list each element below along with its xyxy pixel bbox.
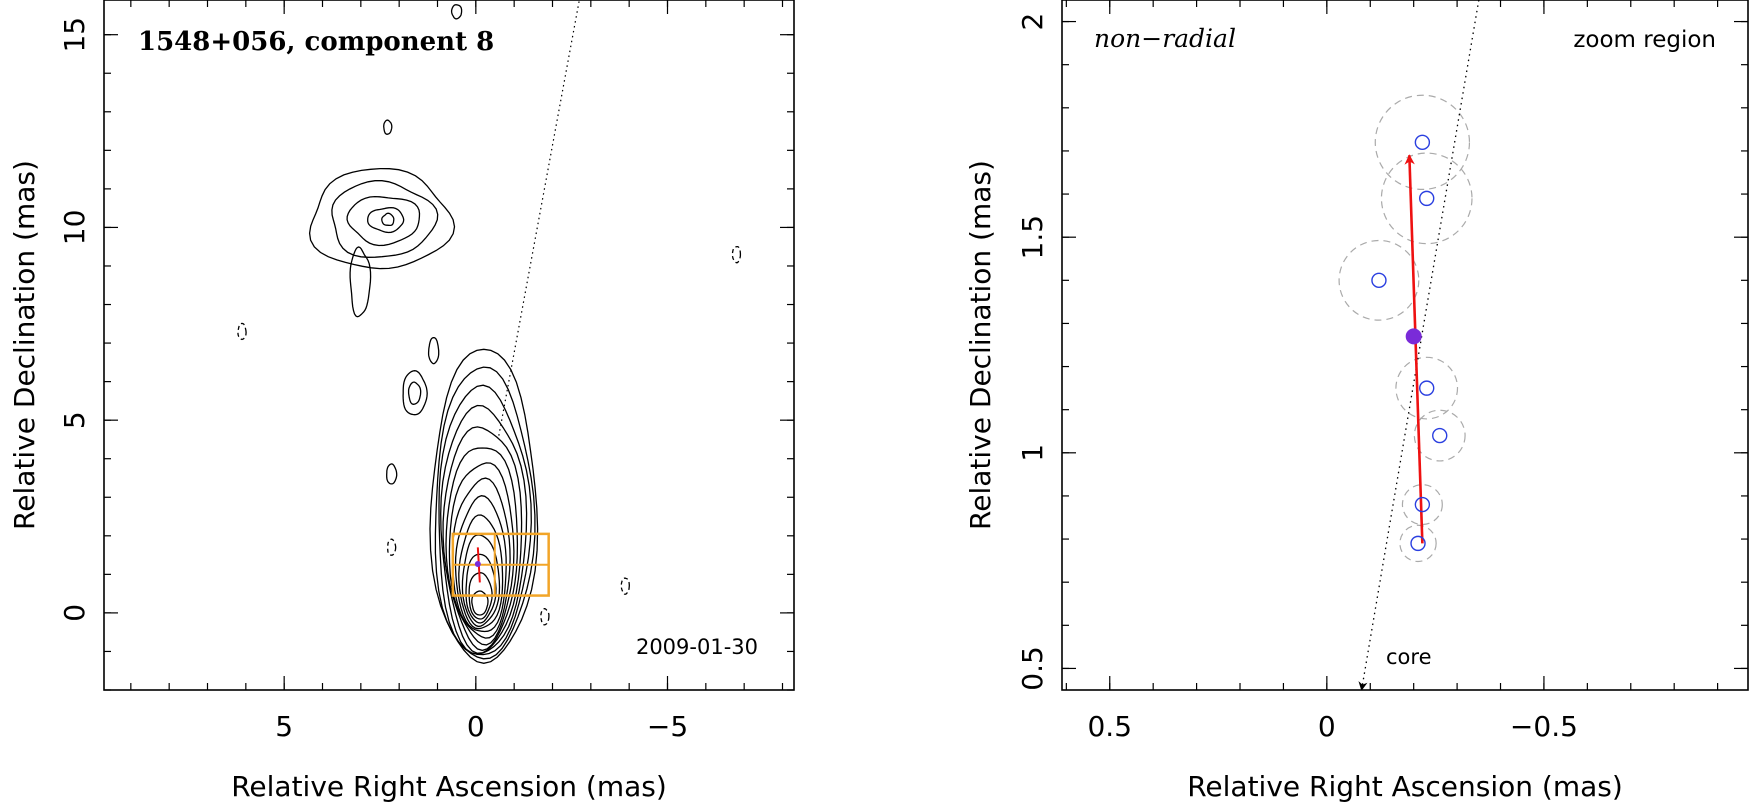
core-label: core	[1386, 645, 1432, 669]
y-tick-label: 2	[1016, 13, 1049, 31]
jet-direction-line	[498, 0, 580, 436]
x-tick-label: 0	[467, 710, 485, 743]
component-position	[1414, 496, 1431, 513]
motion-vector-arrow	[1404, 154, 1424, 544]
core-contour	[461, 534, 501, 628]
component-position	[1419, 380, 1435, 396]
emission-tail-contour	[349, 246, 372, 318]
right-data-group	[1338, 0, 1480, 690]
component-position	[1419, 190, 1435, 207]
mini-mean-position	[474, 560, 481, 567]
component-size-ring	[1395, 356, 1459, 420]
negative-contour	[731, 245, 742, 264]
northern-emission-contour	[308, 167, 456, 270]
northern-emission-contour	[367, 206, 405, 234]
knot-contour	[407, 381, 422, 405]
small-contour	[383, 119, 393, 135]
core-contour	[471, 590, 489, 616]
non-radial-label: non−radial	[1094, 24, 1236, 53]
x-tick-label: 0	[1318, 710, 1336, 743]
component-size-ring	[1413, 409, 1466, 462]
date-label: 2009-01-30	[636, 635, 758, 659]
component-position	[1371, 272, 1387, 289]
component-size-ring	[1374, 94, 1471, 191]
small-contour	[386, 463, 398, 485]
core-contour	[458, 514, 504, 630]
mean-position	[1405, 328, 1422, 345]
northern-emission-contour	[331, 180, 439, 258]
core-contour	[440, 404, 528, 655]
component-position	[1414, 134, 1431, 151]
x-tick-label: 5	[275, 710, 293, 743]
right-plot-frame	[1061, 0, 1749, 691]
right-content	[1338, 0, 1480, 690]
x-tick-label: 0.5	[1087, 710, 1132, 743]
y-tick-label: 1.5	[1016, 215, 1049, 260]
component-size-ring	[1399, 524, 1437, 563]
left-contours	[237, 0, 742, 664]
y-tick-label: 1	[1016, 444, 1049, 462]
core-contour	[429, 348, 539, 664]
core-contour	[442, 426, 523, 654]
negative-contour	[387, 538, 397, 556]
right-y-axis-label: Relative Declination (mas)	[964, 160, 997, 530]
small-contour	[450, 4, 463, 20]
component-position	[1410, 535, 1426, 552]
component-size-ring	[1338, 239, 1420, 321]
y-tick-label: 15	[58, 17, 91, 53]
negative-contour	[620, 577, 630, 595]
left-plot-frame	[103, 0, 795, 691]
y-tick-label: 10	[58, 210, 91, 246]
y-tick-label: 0	[58, 604, 91, 622]
core-contour	[465, 553, 497, 624]
zoom-region-label: zoom region	[1573, 27, 1716, 53]
core-contour	[434, 366, 536, 660]
core-contour	[454, 495, 507, 633]
right-panel: 0.5 0 −0.50.511.52 non−radial zoom region …	[964, 0, 1749, 803]
left-x-axis-label: Relative Right Ascension (mas)	[231, 770, 667, 803]
x-tick-label: −0.5	[1510, 710, 1578, 743]
y-tick-label: 0.5	[1016, 646, 1049, 691]
small-contour	[427, 337, 440, 365]
left-panel: 5 0 −5 0 5 10 15 1548+056, component 8 2009-01…	[8, 0, 795, 803]
core-contour	[438, 384, 532, 656]
y-tick-label: 5	[58, 411, 91, 429]
core-direction-line	[1358, 0, 1480, 690]
component-position	[1432, 427, 1448, 444]
right-x-axis-label: Relative Right Ascension (mas)	[1187, 770, 1623, 803]
negative-contour	[540, 608, 550, 626]
left-y-axis-label: Relative Declination (mas)	[8, 160, 41, 530]
right-ticks: 0.5 0 −0.5 0.5 1 1.5 2	[1016, 0, 1748, 743]
left-ticks: 5 0 −5 0 5 10 15	[58, 0, 794, 743]
x-tick-label: −5	[647, 710, 688, 743]
core-contour	[445, 447, 519, 652]
northern-emission-contour	[381, 212, 395, 227]
component-size-ring	[1401, 484, 1443, 526]
knot-contour	[402, 370, 428, 416]
component-size-ring	[1380, 152, 1473, 245]
negative-contour	[237, 322, 247, 341]
left-title: 1548+056, component 8	[138, 27, 494, 57]
left-contour-group	[237, 0, 742, 664]
core-contour	[448, 462, 515, 646]
northern-emission-contour	[346, 195, 421, 247]
